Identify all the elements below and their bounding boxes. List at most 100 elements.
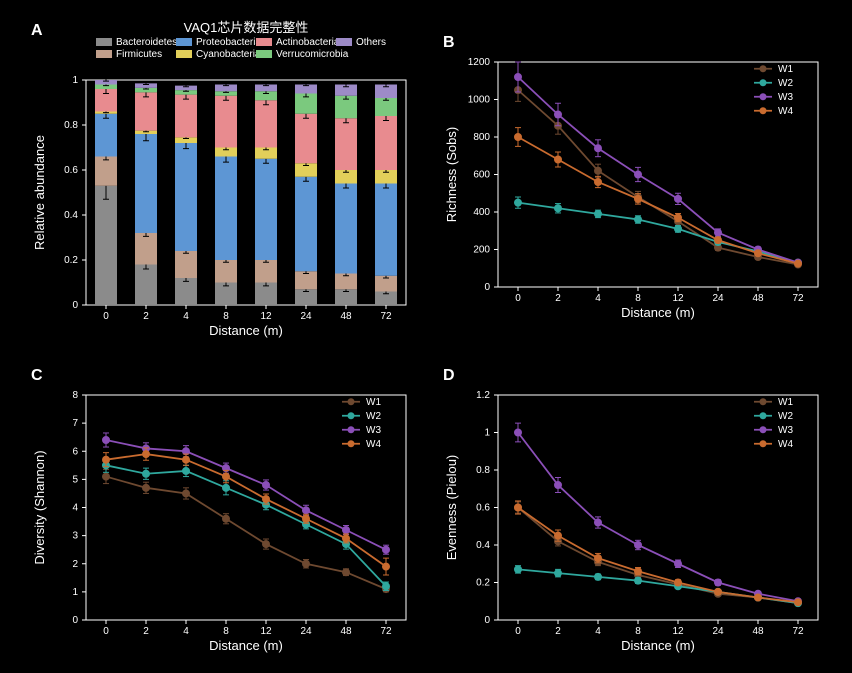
svg-text:0.4: 0.4: [64, 210, 78, 221]
bar-segment: [255, 260, 277, 283]
series-marker: [715, 237, 722, 244]
svg-text:48: 48: [340, 626, 352, 637]
bar-segment: [135, 92, 157, 130]
series-marker: [515, 429, 522, 436]
series-marker: [515, 199, 522, 206]
series-marker: [263, 541, 270, 548]
svg-text:0.6: 0.6: [476, 503, 490, 514]
svg-text:0: 0: [515, 626, 521, 637]
legend-label: Cyanobacteria: [196, 49, 261, 60]
svg-text:A: A: [31, 22, 43, 39]
bar-segment: [135, 233, 157, 265]
svg-text:0.4: 0.4: [476, 540, 490, 551]
series-marker: [183, 490, 190, 497]
bar-segment: [215, 260, 237, 283]
legend-label: Bacteroidetes: [116, 37, 177, 48]
svg-text:C: C: [31, 367, 43, 384]
svg-text:0.8: 0.8: [64, 120, 78, 131]
legend-label: Verrucomicrobia: [276, 49, 349, 60]
svg-text:0: 0: [103, 626, 109, 637]
svg-text:2: 2: [72, 559, 78, 570]
svg-text:48: 48: [752, 293, 764, 304]
series-marker: [715, 229, 722, 236]
series-marker: [183, 467, 190, 474]
svg-text:48: 48: [340, 311, 352, 322]
svg-text:24: 24: [300, 626, 312, 637]
svg-text:4: 4: [595, 626, 601, 637]
series-marker: [715, 588, 722, 595]
svg-text:400: 400: [473, 207, 490, 218]
bar-segment: [215, 96, 237, 148]
bar-segment: [375, 184, 397, 276]
series-marker: [795, 260, 802, 267]
legend-swatch: [176, 50, 192, 58]
series-marker: [635, 568, 642, 575]
legend-marker: [760, 107, 767, 114]
svg-text:8: 8: [72, 390, 78, 401]
series-marker: [303, 515, 310, 522]
panel-a-title: VAQ1芯片数据完整性: [184, 20, 309, 35]
svg-text:2: 2: [143, 311, 149, 322]
svg-text:600: 600: [473, 170, 490, 181]
legend-marker: [348, 398, 355, 405]
series-marker: [515, 74, 522, 81]
svg-text:2: 2: [555, 626, 561, 637]
series-marker: [635, 577, 642, 584]
svg-text:8: 8: [223, 626, 229, 637]
legend-marker: [760, 65, 767, 72]
series-marker: [635, 171, 642, 178]
svg-text:8: 8: [635, 293, 641, 304]
svg-text:Relative abundance: Relative abundance: [32, 135, 47, 250]
series-marker: [595, 573, 602, 580]
series-marker: [675, 195, 682, 202]
bar-segment: [95, 186, 117, 305]
panel-b: B020040060080010001200024812244872Distan…: [443, 34, 818, 320]
legend-marker: [348, 412, 355, 419]
series-marker: [223, 473, 230, 480]
bar-segment: [255, 159, 277, 260]
legend-label: W4: [366, 439, 381, 450]
series-marker: [383, 583, 390, 590]
svg-text:1.2: 1.2: [476, 390, 490, 401]
bar-segment: [295, 177, 317, 272]
series-marker: [103, 456, 110, 463]
svg-text:8: 8: [223, 311, 229, 322]
series-marker: [595, 210, 602, 217]
series-marker: [595, 519, 602, 526]
svg-text:24: 24: [712, 626, 724, 637]
svg-text:24: 24: [712, 293, 724, 304]
series-marker: [715, 579, 722, 586]
bar-segment: [255, 100, 277, 147]
series-marker: [515, 134, 522, 141]
svg-text:200: 200: [473, 245, 490, 256]
bar-segment: [175, 278, 197, 305]
bar-segment: [335, 184, 357, 274]
legend-marker: [760, 398, 767, 405]
svg-text:6: 6: [72, 446, 78, 457]
bar-segment: [175, 95, 197, 138]
series-line: [518, 77, 798, 263]
svg-text:Richness (Sobs): Richness (Sobs): [444, 127, 459, 222]
legend-label: W3: [778, 92, 793, 103]
bar-segment: [215, 157, 237, 261]
series-marker: [263, 496, 270, 503]
legend-label: Proteobacteria: [196, 37, 261, 48]
series-marker: [383, 546, 390, 553]
svg-text:0.2: 0.2: [64, 255, 78, 266]
legend-swatch: [96, 50, 112, 58]
series-marker: [555, 205, 562, 212]
series-marker: [555, 111, 562, 118]
svg-text:Evenness (Pielou): Evenness (Pielou): [444, 455, 459, 561]
legend-label: W2: [778, 411, 793, 422]
svg-text:2: 2: [555, 293, 561, 304]
series-marker: [515, 566, 522, 573]
series-marker: [143, 484, 150, 491]
series-marker: [383, 563, 390, 570]
series-marker: [183, 456, 190, 463]
series-marker: [343, 527, 350, 534]
series-marker: [555, 482, 562, 489]
panel-a: AVAQ1芯片数据完整性00.20.40.60.81024812244872Di…: [31, 20, 406, 338]
legend-label: W4: [778, 439, 793, 450]
legend-label: W1: [366, 397, 381, 408]
series-marker: [343, 569, 350, 576]
